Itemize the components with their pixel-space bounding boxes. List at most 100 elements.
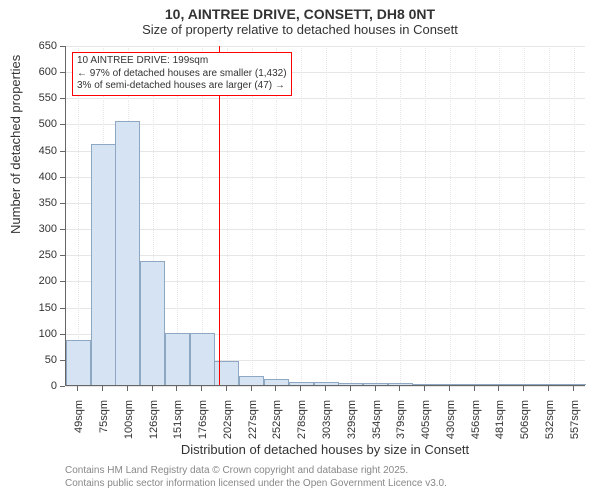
xtick-mark — [77, 386, 78, 391]
gridline-v — [376, 46, 377, 385]
xtick-label: 532sqm — [544, 400, 556, 450]
annotation-line: ← 97% of detached houses are smaller (1,… — [77, 68, 287, 81]
histogram-bar — [363, 383, 388, 385]
xtick-label: 456sqm — [470, 400, 482, 450]
ytick-mark — [60, 124, 65, 125]
xtick-mark — [548, 386, 549, 391]
ytick-label: 500 — [17, 118, 57, 130]
ytick-mark — [60, 334, 65, 335]
ytick-mark — [60, 281, 65, 282]
footer-line-2: Contains public sector information licen… — [65, 477, 447, 490]
gridline-v — [276, 46, 277, 385]
xtick-mark — [226, 386, 227, 391]
histogram-bar — [214, 361, 239, 385]
ytick-mark — [60, 98, 65, 99]
xtick-mark — [375, 386, 376, 391]
reference-line — [219, 46, 220, 385]
gridline-v — [574, 46, 575, 385]
xtick-mark — [350, 386, 351, 391]
ytick-mark — [60, 72, 65, 73]
xtick-mark — [523, 386, 524, 391]
ytick-label: 300 — [17, 223, 57, 235]
xtick-label: 430sqm — [445, 400, 457, 450]
ytick-label: 650 — [17, 40, 57, 52]
copyright-footer: Contains HM Land Registry data © Crown c… — [65, 464, 447, 490]
xtick-mark — [176, 386, 177, 391]
xtick-label: 405sqm — [420, 400, 432, 450]
histogram-bar — [437, 384, 462, 385]
histogram-bar — [66, 340, 91, 386]
histogram-bar — [487, 384, 512, 385]
xtick-label: 227sqm — [247, 400, 259, 450]
gridline-v — [227, 46, 228, 385]
xtick-mark — [201, 386, 202, 391]
gridline-v — [524, 46, 525, 385]
xtick-mark — [449, 386, 450, 391]
gridline-v — [499, 46, 500, 385]
xtick-label: 506sqm — [519, 400, 531, 450]
xtick-label: 202sqm — [222, 400, 234, 450]
gridline-v — [450, 46, 451, 385]
histogram-bar — [165, 333, 190, 385]
xtick-label: 329sqm — [346, 400, 358, 450]
ytick-mark — [60, 46, 65, 47]
xtick-label: 100sqm — [123, 400, 135, 450]
gridline-v — [326, 46, 327, 385]
chart-area: Number of detached properties 10 AINTREE… — [0, 0, 600, 500]
plot-area: 10 AINTREE DRIVE: 199sqm← 97% of detache… — [65, 46, 585, 386]
gridline-v — [475, 46, 476, 385]
ytick-label: 0 — [17, 380, 57, 392]
histogram-bar — [115, 121, 140, 385]
ytick-label: 250 — [17, 249, 57, 261]
histogram-bar — [413, 384, 438, 385]
footer-line-1: Contains HM Land Registry data © Crown c… — [65, 464, 447, 477]
ytick-mark — [60, 203, 65, 204]
xtick-mark — [152, 386, 153, 391]
histogram-bar — [91, 144, 116, 385]
ytick-label: 350 — [17, 197, 57, 209]
annotation-line: 10 AINTREE DRIVE: 199sqm — [77, 55, 287, 68]
ytick-label: 200 — [17, 275, 57, 287]
histogram-bar — [338, 383, 363, 385]
xtick-mark — [424, 386, 425, 391]
ytick-label: 600 — [17, 66, 57, 78]
ytick-mark — [60, 386, 65, 387]
histogram-bar — [462, 384, 487, 385]
gridline-v — [351, 46, 352, 385]
histogram-bar — [314, 382, 339, 385]
xtick-mark — [498, 386, 499, 391]
xtick-mark — [251, 386, 252, 391]
ytick-mark — [60, 255, 65, 256]
gridline-v — [425, 46, 426, 385]
ytick-label: 100 — [17, 328, 57, 340]
histogram-bar — [512, 384, 537, 385]
histogram-bar — [561, 384, 586, 385]
xtick-label: 75sqm — [98, 400, 110, 450]
xtick-label: 557sqm — [569, 400, 581, 450]
xtick-label: 252sqm — [271, 400, 283, 450]
histogram-bar — [140, 261, 165, 385]
histogram-bar — [289, 382, 314, 385]
xtick-mark — [275, 386, 276, 391]
ytick-label: 450 — [17, 145, 57, 157]
histogram-bar — [264, 379, 289, 385]
xtick-mark — [102, 386, 103, 391]
xtick-label: 278sqm — [296, 400, 308, 450]
gridline-v — [400, 46, 401, 385]
ytick-label: 50 — [17, 354, 57, 366]
annotation-box: 10 AINTREE DRIVE: 199sqm← 97% of detache… — [72, 52, 292, 96]
ytick-mark — [60, 229, 65, 230]
xtick-label: 176sqm — [197, 400, 209, 450]
xtick-label: 481sqm — [494, 400, 506, 450]
ytick-label: 550 — [17, 92, 57, 104]
gridline-v — [301, 46, 302, 385]
ytick-mark — [60, 151, 65, 152]
gridline-v — [78, 46, 79, 385]
xtick-mark — [127, 386, 128, 391]
xtick-label: 354sqm — [371, 400, 383, 450]
ytick-label: 400 — [17, 171, 57, 183]
ytick-label: 150 — [17, 302, 57, 314]
histogram-bar — [239, 376, 264, 385]
histogram-bar — [536, 384, 561, 385]
ytick-mark — [60, 177, 65, 178]
